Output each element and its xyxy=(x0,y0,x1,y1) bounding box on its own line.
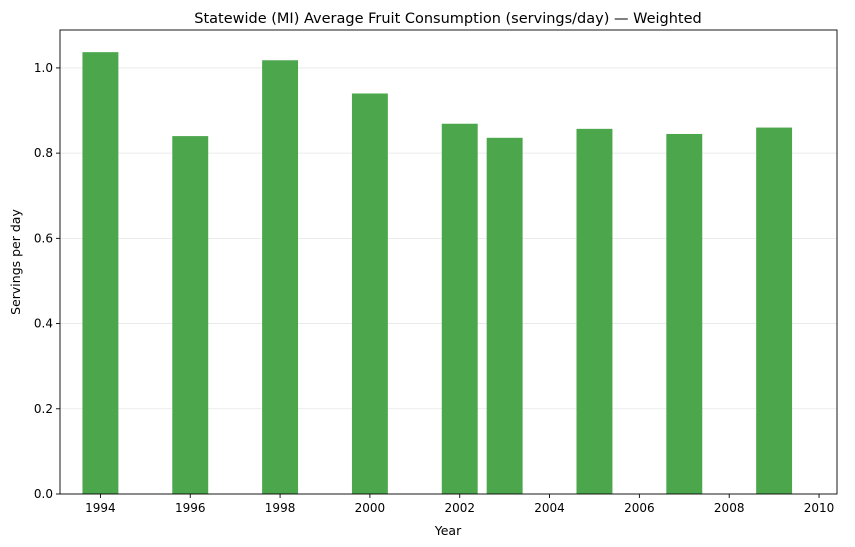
x-tick-label-2004: 2004 xyxy=(534,501,565,515)
plot-area-frame xyxy=(59,29,838,495)
bar-2002 xyxy=(441,123,478,495)
bar-2000 xyxy=(351,93,388,494)
y-tick-label-2: 0.4 xyxy=(34,317,53,331)
bars xyxy=(82,52,793,495)
x-tick-label-1996: 1996 xyxy=(175,501,206,515)
x-tick-label-2006: 2006 xyxy=(624,501,655,515)
y-axis-label: Servings per day xyxy=(8,209,23,315)
y-tick-label-4: 0.8 xyxy=(34,146,53,160)
x-tick-label-2010: 2010 xyxy=(804,501,835,515)
bar-1998 xyxy=(262,60,299,494)
chart-title: Statewide (MI) Average Fruit Consumption… xyxy=(194,11,702,27)
bar-1996 xyxy=(172,136,209,494)
bar-1994 xyxy=(82,52,119,495)
x-tick-label-2002: 2002 xyxy=(444,501,475,515)
bar-2003 xyxy=(486,137,523,494)
y-axis-ticks: 0.0 0.2 0.4 0.6 0.8 1.0 xyxy=(34,61,60,501)
x-axis-label: Year xyxy=(434,523,462,538)
bar-2005 xyxy=(576,128,613,494)
y-tick-label-1: 0.2 xyxy=(34,402,53,416)
x-tick-label-2000: 2000 xyxy=(355,501,386,515)
bar-2009 xyxy=(756,127,793,494)
y-tick-label-5: 1.0 xyxy=(34,61,53,75)
x-tick-label-2008: 2008 xyxy=(714,501,745,515)
y-tick-label-3: 0.6 xyxy=(34,231,53,245)
x-tick-label-1998: 1998 xyxy=(265,501,296,515)
y-tick-label-0: 0.0 xyxy=(34,487,53,501)
x-axis-ticks: 1994 1996 1998 2000 2002 2004 2006 2008 2010 xyxy=(85,494,834,515)
x-tick-label-1994: 1994 xyxy=(85,501,116,515)
bar-2007 xyxy=(666,133,703,495)
